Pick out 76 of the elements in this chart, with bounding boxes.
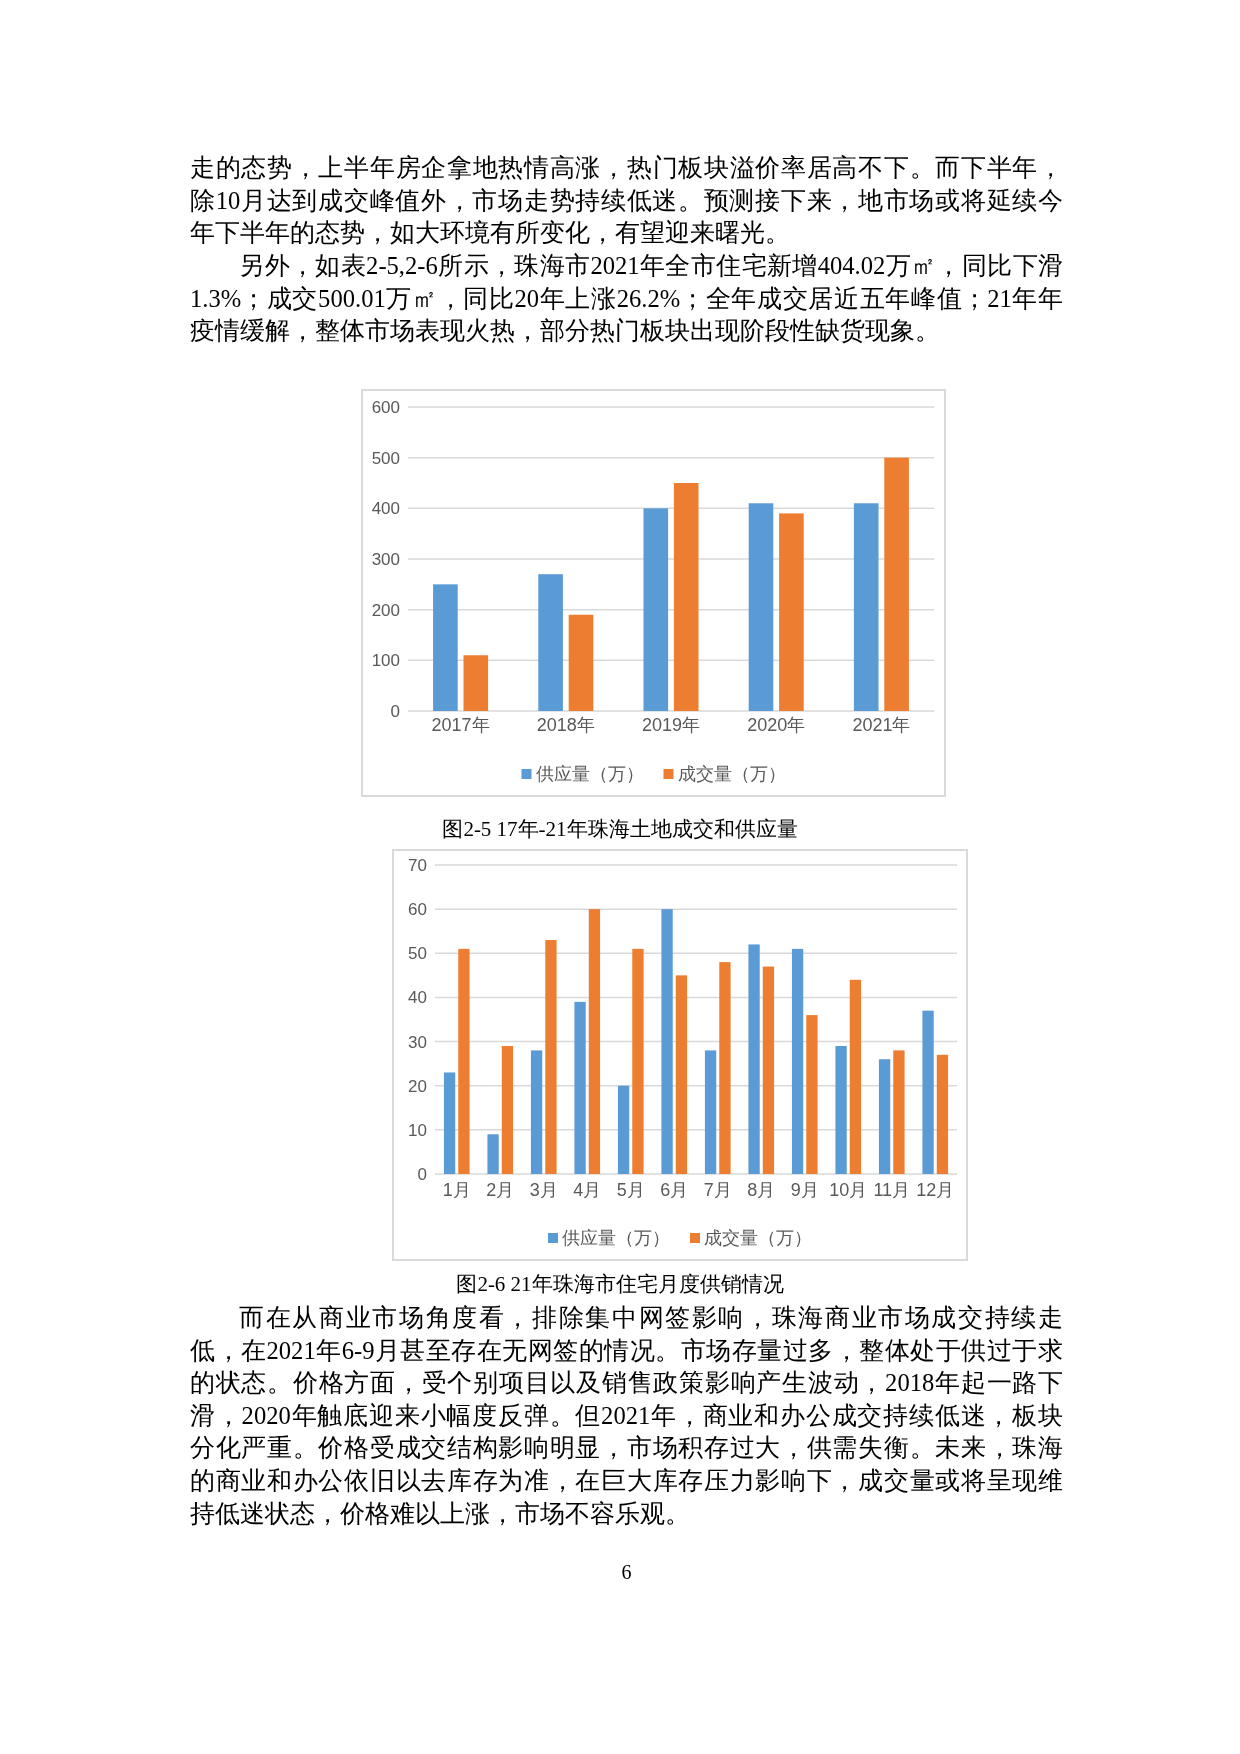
bar (748, 944, 760, 1174)
x-tick-label: 11月 (873, 1180, 911, 1200)
y-tick-label: 400 (371, 499, 400, 519)
x-tick-label: 2月 (486, 1180, 515, 1200)
bar (588, 909, 601, 1174)
bar (779, 513, 804, 711)
y-tick-label: 70 (408, 856, 427, 875)
bar (748, 503, 774, 711)
text: 而在从商业市场角度看，排除集中网签影响，珠海商业市场成交持续走低，在2021年6-9月甚至存在无网签的情况。市场存量过多，整体处于供过于求的状态。价格方面，受个别项目以及销售政策影响产生波动，2018年起一路下滑，2020年触底迎来小幅度反弹。但2021年，商业和办公成交持续低迷，板块分化严重。价格受成交结构影响明显，市场积存过大，供需失衡。未来，珠海的商业和办公依旧以去库存为准，在巨大库存压力影响下，成交量或将呈现维持低迷状态，价格难以上涨，市场不容乐观。 (190, 1303, 1063, 1529)
bar (704, 1050, 717, 1174)
legend-label: 供应量（万） (562, 1228, 670, 1248)
x-tick-label: 2020年 (747, 715, 806, 735)
bar (762, 966, 775, 1174)
x-tick-label: 2017年 (431, 715, 490, 735)
y-tick-label: 500 (371, 448, 400, 468)
y-tick-label: 50 (408, 944, 427, 964)
text: 图2-5 17年-21年珠海土地成交和供应量 (441, 816, 799, 843)
bar (675, 975, 688, 1174)
y-tick-label: 30 (408, 1032, 427, 1052)
y-tick-label: 300 (371, 550, 400, 569)
legend-label: 成交量（万） (677, 764, 786, 784)
bar (719, 962, 731, 1174)
bar (853, 503, 879, 711)
x-tick-label: 5月 (616, 1180, 645, 1200)
bar (632, 948, 644, 1174)
y-tick-label: 0 (417, 1165, 427, 1184)
text: 走的态势，上半年房企拿地热情高涨，热门板块溢价率居高不下。而下半年，除10月达到成交峰值外，市场走势持续低迷。预测接下来，地市场或将延续今年下半年的态势，如大环境有所变化，有望迎来曙光。 (190, 153, 1063, 249)
x-tick-label: 9月 (790, 1180, 819, 1200)
y-tick-label: 60 (408, 900, 427, 920)
bar (922, 1010, 934, 1174)
bar (538, 574, 563, 711)
y-tick-label: 100 (371, 651, 400, 671)
x-tick-label: 4月 (573, 1180, 602, 1200)
bar (791, 948, 804, 1174)
bar (463, 655, 489, 711)
bar (568, 614, 594, 711)
bar (443, 1072, 456, 1174)
bar (661, 909, 673, 1174)
y-tick-label: 40 (408, 988, 427, 1008)
bar (574, 1001, 586, 1174)
y-tick-label: 0 (390, 702, 400, 721)
bar (433, 584, 458, 711)
legend-label: 供应量（万） (535, 764, 644, 784)
x-tick-label: 2019年 (641, 715, 701, 735)
bar (806, 1015, 818, 1174)
bar (617, 1085, 630, 1174)
y-tick-label: 200 (371, 600, 400, 620)
bar (849, 979, 862, 1174)
bar (501, 1045, 514, 1174)
x-tick-label: 1月 (442, 1180, 471, 1200)
bar (884, 457, 909, 711)
text: 图2-6 21年珠海市住宅月度供销情况 (455, 1271, 785, 1298)
text: 6 (620, 1560, 633, 1585)
x-tick-label: 7月 (703, 1180, 732, 1200)
bar (936, 1054, 949, 1174)
bar (545, 940, 557, 1174)
x-tick-label: 6月 (660, 1180, 689, 1200)
bar (530, 1050, 543, 1174)
legend-label: 成交量（万） (704, 1228, 812, 1248)
bar (893, 1050, 905, 1174)
x-tick-label: 2021年 (852, 715, 911, 735)
y-tick-label: 600 (371, 398, 400, 417)
bar (487, 1134, 499, 1174)
x-tick-label: 2018年 (536, 715, 595, 735)
bar (673, 483, 699, 711)
x-tick-label: 3月 (529, 1180, 558, 1200)
bar (878, 1059, 891, 1174)
bar (643, 508, 669, 711)
bar (458, 948, 470, 1174)
x-tick-label: 10月 (829, 1180, 868, 1200)
text: 另外，如表2-5,2-6所示，珠海市2021年全市住宅新增404.02万㎡，同比下滑1.3%；成交500.01万㎡，同比20年上涨26.2%；全年成交居近五年峰值；21年年疫情缓解，整体市场表现火热，部分热门板块出现阶段性缺货现象。 (190, 251, 1063, 347)
bar (835, 1045, 847, 1174)
x-tick-label: 12月 (916, 1180, 955, 1200)
x-tick-label: 8月 (747, 1180, 776, 1200)
y-tick-label: 20 (408, 1076, 427, 1096)
y-tick-label: 10 (408, 1120, 427, 1140)
